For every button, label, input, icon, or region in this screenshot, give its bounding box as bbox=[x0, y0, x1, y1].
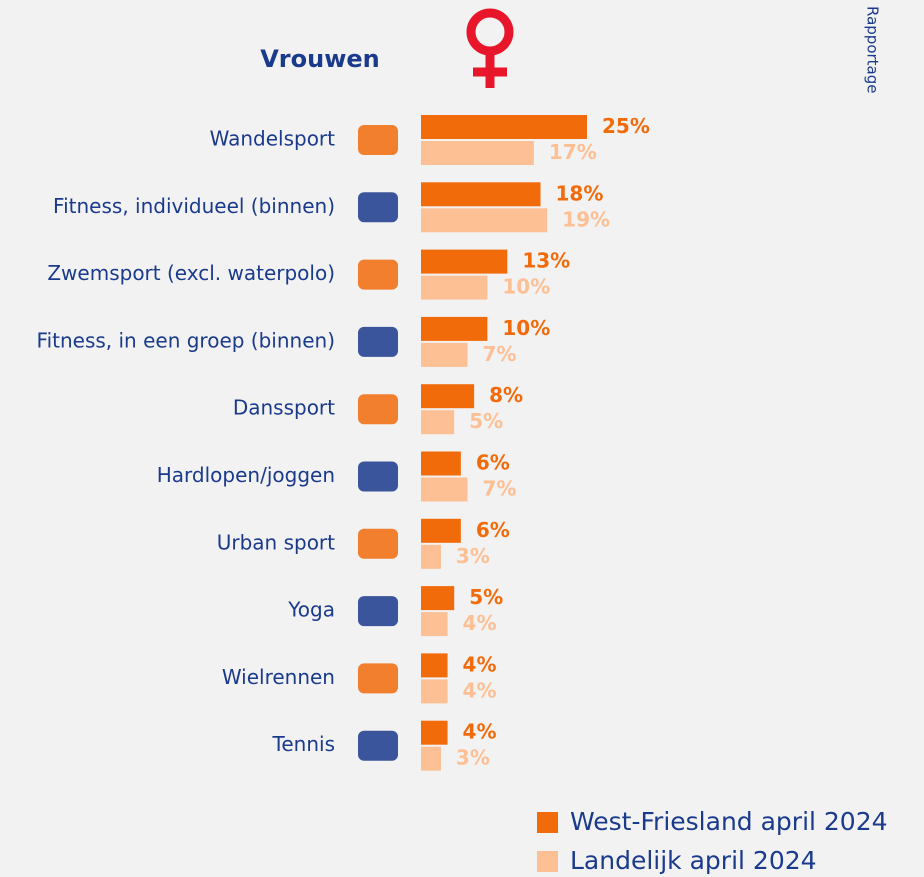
category-label: Fitness, in een groep (binnen) bbox=[37, 328, 335, 352]
value-label: 5% bbox=[469, 409, 503, 433]
icon bbox=[358, 596, 398, 627]
value-label: 6% bbox=[476, 451, 510, 475]
bar bbox=[421, 208, 548, 233]
icon bbox=[358, 326, 398, 357]
bar bbox=[421, 586, 455, 611]
bar bbox=[421, 451, 461, 476]
category-label: Zwemsport (excl. waterpolo) bbox=[47, 261, 335, 285]
side-label: Rapportage bbox=[864, 6, 882, 94]
value-label: 5% bbox=[469, 585, 503, 609]
icon bbox=[358, 461, 398, 492]
bar bbox=[421, 115, 587, 139]
category-label: Tennis bbox=[272, 732, 335, 756]
bar bbox=[421, 316, 488, 341]
icon bbox=[358, 394, 398, 425]
value-label: 8% bbox=[489, 383, 523, 407]
value-label: 13% bbox=[522, 249, 570, 273]
bar bbox=[421, 518, 461, 543]
value-label: 10% bbox=[502, 275, 550, 299]
legend-swatch bbox=[537, 812, 558, 833]
category-label: Hardlopen/joggen bbox=[157, 463, 335, 487]
bar bbox=[421, 477, 468, 502]
value-label: 3% bbox=[456, 544, 490, 568]
value-label: 25% bbox=[602, 114, 650, 138]
value-label: 19% bbox=[562, 207, 610, 231]
icon bbox=[358, 730, 398, 761]
legend-label: Landelijk april 2024 bbox=[570, 846, 817, 875]
value-label: 18% bbox=[556, 181, 604, 205]
icon bbox=[358, 663, 398, 694]
value-label: 4% bbox=[463, 611, 497, 635]
bar bbox=[421, 275, 488, 300]
bar bbox=[421, 141, 534, 165]
value-label: 4% bbox=[463, 678, 497, 702]
value-label: 17% bbox=[549, 140, 597, 164]
bar bbox=[421, 679, 448, 704]
icon bbox=[358, 192, 398, 223]
legend-swatch bbox=[537, 851, 558, 872]
category-label: Wielrennen bbox=[222, 665, 335, 689]
icon bbox=[358, 259, 398, 290]
bar bbox=[421, 249, 508, 274]
bar bbox=[421, 544, 441, 569]
value-label: 4% bbox=[463, 652, 497, 676]
bar bbox=[421, 410, 455, 435]
value-label: 3% bbox=[456, 746, 490, 770]
bar bbox=[421, 612, 448, 637]
icon bbox=[358, 528, 398, 559]
category-label: Fitness, individueel (binnen) bbox=[53, 194, 335, 218]
category-label: Danssport bbox=[233, 396, 335, 420]
category-label: Yoga bbox=[287, 598, 335, 622]
female-symbol bbox=[466, 8, 514, 88]
bar bbox=[421, 342, 468, 367]
bar bbox=[421, 720, 448, 745]
bar bbox=[421, 182, 541, 207]
bar bbox=[421, 746, 441, 771]
bar bbox=[421, 384, 475, 409]
value-label: 10% bbox=[502, 316, 550, 340]
category-label: Urban sport bbox=[217, 530, 335, 554]
icon bbox=[358, 125, 398, 155]
value-label: 7% bbox=[482, 342, 516, 366]
value-label: 7% bbox=[482, 477, 516, 501]
category-label: Wandelsport bbox=[210, 127, 336, 151]
value-label: 6% bbox=[476, 518, 510, 542]
chart-title: Vrouwen bbox=[260, 45, 380, 73]
bar bbox=[421, 653, 448, 678]
value-label: 4% bbox=[463, 720, 497, 744]
legend-label: West-Friesland april 2024 bbox=[570, 807, 888, 836]
